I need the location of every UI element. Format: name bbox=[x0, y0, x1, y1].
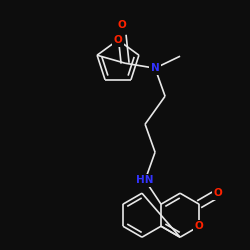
Text: O: O bbox=[118, 20, 126, 30]
Text: HN: HN bbox=[136, 175, 154, 185]
Text: N: N bbox=[151, 63, 160, 73]
Text: O: O bbox=[214, 188, 222, 198]
Text: O: O bbox=[195, 221, 203, 231]
Text: O: O bbox=[114, 35, 122, 45]
